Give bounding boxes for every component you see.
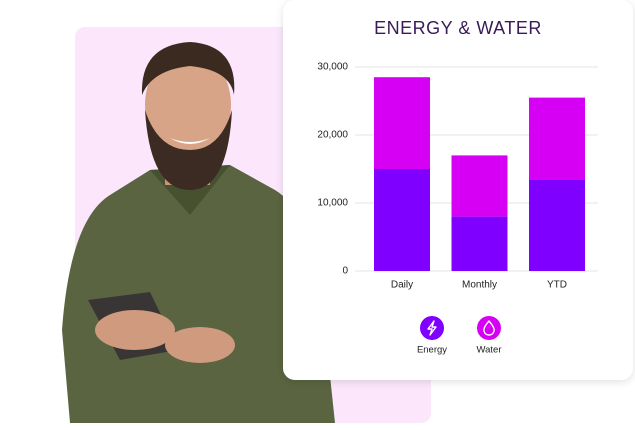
legend-icon bbox=[427, 320, 437, 336]
chart-title: ENERGY & WATER bbox=[374, 18, 542, 38]
x-tick-label: Daily bbox=[391, 280, 413, 291]
bar-segment bbox=[529, 179, 585, 271]
y-tick-label: 0 bbox=[342, 266, 348, 277]
legend-icon bbox=[483, 320, 495, 336]
x-tick-label: Monthly bbox=[462, 280, 497, 291]
bar-segment bbox=[451, 155, 508, 217]
legend-swatch bbox=[420, 316, 444, 340]
bar-segment bbox=[374, 77, 430, 169]
y-tick-label: 30,000 bbox=[317, 62, 348, 73]
person-illustration bbox=[62, 42, 335, 423]
legend-label: Water bbox=[477, 345, 502, 356]
y-tick-label: 10,000 bbox=[317, 198, 348, 209]
bar-segment bbox=[529, 97, 585, 180]
legend-swatch bbox=[477, 316, 501, 340]
x-tick-label: YTD bbox=[547, 280, 567, 291]
bar-segment bbox=[374, 169, 430, 271]
y-tick-label: 20,000 bbox=[317, 130, 348, 141]
plot: 0 10,000 20,000 30,000 Daily Monthly YTD Energy… bbox=[317, 62, 598, 356]
legend-label: Energy bbox=[417, 345, 447, 356]
bar-segment bbox=[451, 216, 508, 271]
